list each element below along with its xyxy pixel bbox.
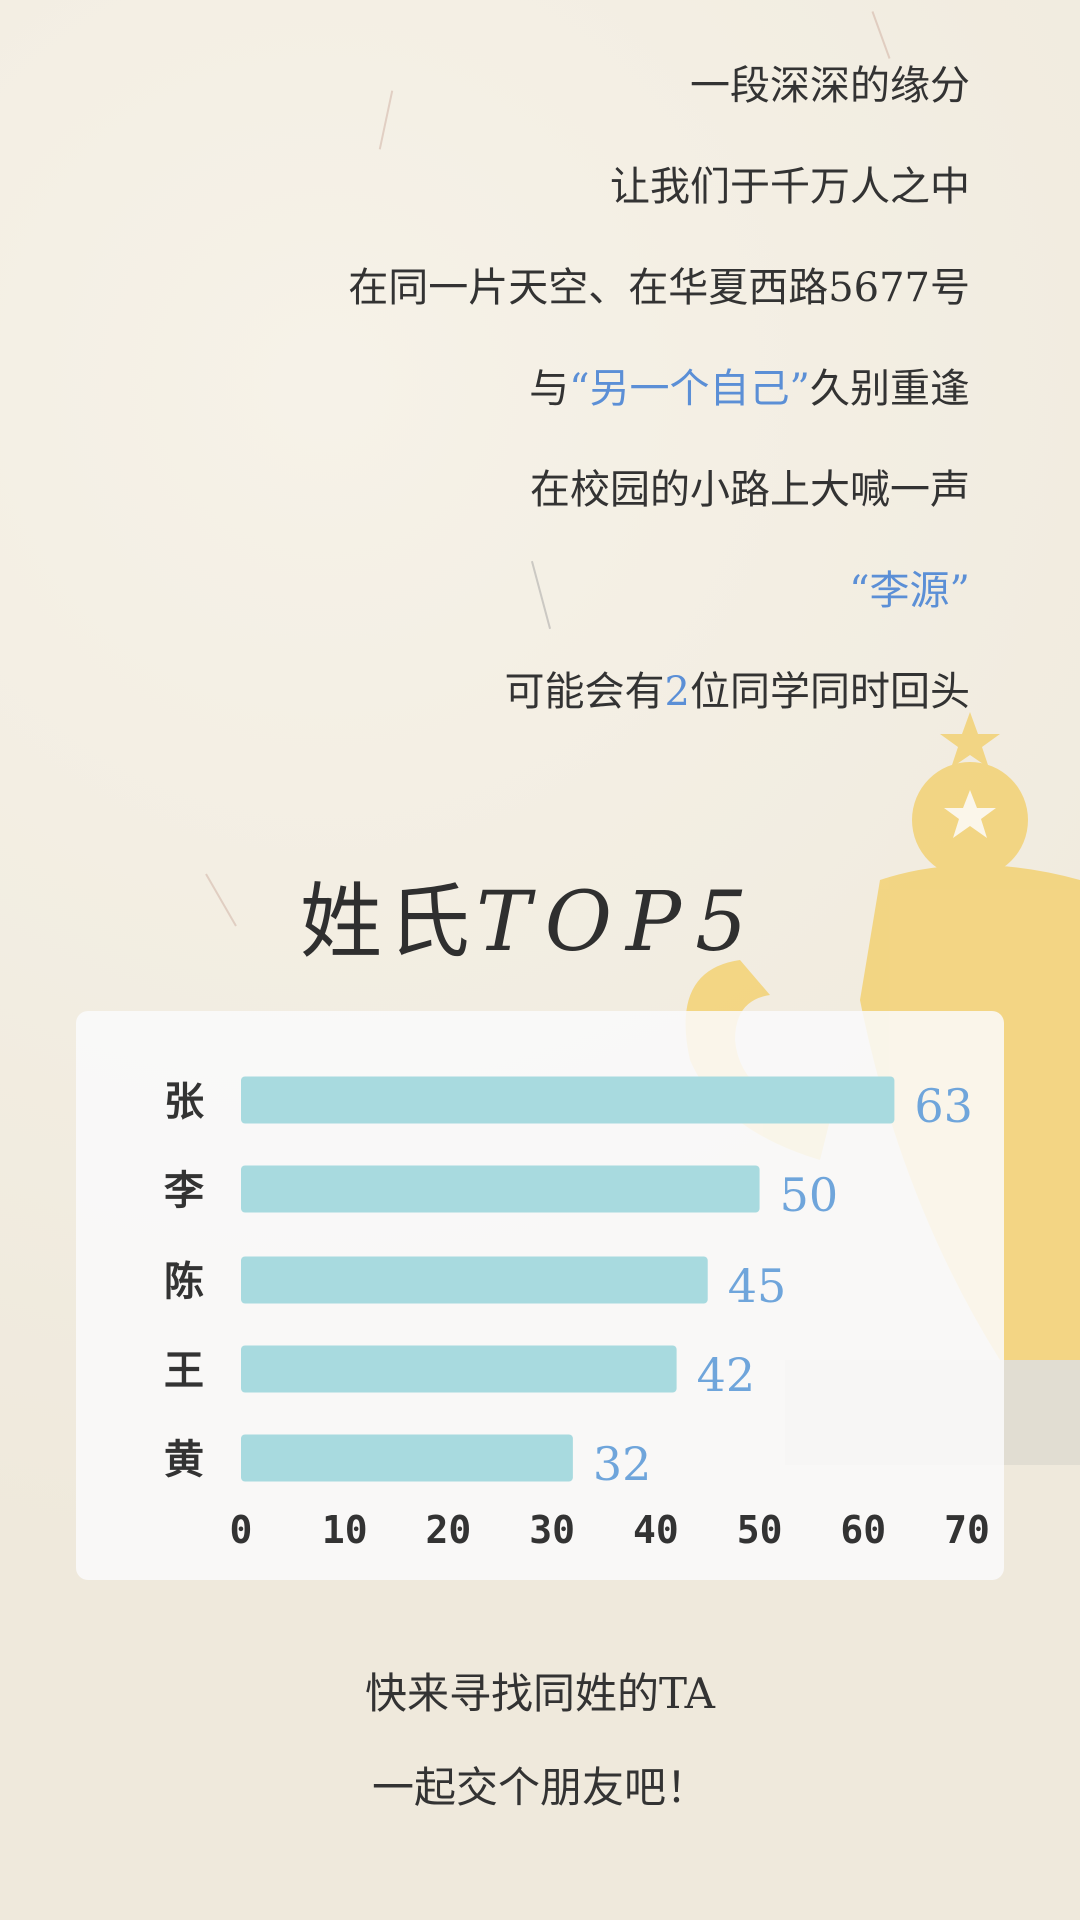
poem-line: 一段深深的缘分 — [348, 58, 970, 159]
x-tick-label: 0 — [230, 1508, 253, 1552]
footer-line-2: 一起交个朋友吧！ — [371, 1763, 708, 1812]
value-label: 63 — [914, 1079, 973, 1133]
value-label: 42 — [697, 1348, 756, 1402]
x-tick-label: 60 — [840, 1508, 886, 1552]
title-cn: 姓氏 — [300, 875, 477, 970]
bar — [241, 1434, 573, 1482]
x-tick-label: 40 — [633, 1508, 679, 1552]
value-label: 45 — [728, 1259, 787, 1313]
category-label: 张 — [164, 1079, 204, 1125]
poem: 一段深深的缘分让我们于千万人之中在同一片天空、在华夏西路5677号与“另一个自己… — [348, 58, 970, 765]
bar — [241, 1076, 895, 1124]
poem-text: 一段深深的缘分 — [690, 63, 970, 109]
poem-text: 可能会有 — [504, 669, 665, 715]
x-tick-label: 20 — [426, 1508, 472, 1552]
value-label: 50 — [780, 1168, 839, 1222]
title-en: TOP5 — [476, 875, 762, 970]
poem-line: 让我们于千万人之中 — [348, 159, 970, 260]
highlight-text: “李源” — [849, 568, 970, 614]
poem-line: 在校园的小路上大喊一声 — [348, 462, 970, 563]
poem-line: 在同一片天空、在华夏西路5677号 — [348, 260, 970, 361]
poem-text: 让我们于千万人之中 — [610, 164, 970, 210]
bar — [241, 1345, 677, 1393]
poem-line: 可能会有2位同学同时回头 — [348, 664, 970, 765]
x-tick-label: 30 — [529, 1508, 575, 1552]
poem-line: 与“另一个自己”久别重逢 — [348, 361, 970, 462]
bar — [241, 1256, 708, 1304]
x-tick-label: 10 — [322, 1508, 368, 1552]
category-label: 陈 — [164, 1259, 204, 1305]
chart-title: 姓氏TOP5 — [300, 855, 761, 974]
footer-line-1: 快来寻找同姓的TA — [364, 1669, 716, 1718]
category-label: 王 — [164, 1348, 204, 1394]
poem-text: 与 — [529, 366, 570, 412]
bar — [241, 1165, 760, 1213]
poem-line: “李源” — [348, 563, 970, 664]
category-label: 黄 — [164, 1437, 204, 1483]
poem-text: 在同一片天空、在华夏西路5677号 — [348, 265, 970, 311]
poem-text: 久别重逢 — [810, 366, 970, 412]
value-label: 32 — [593, 1437, 652, 1491]
poem-text: 在校园的小路上大喊一声 — [530, 467, 970, 513]
category-label: 李 — [164, 1168, 204, 1214]
poem-text: 位同学同时回头 — [690, 669, 970, 715]
x-tick-label: 70 — [944, 1508, 990, 1552]
highlight-text: “另一个自己” — [569, 366, 810, 412]
highlight-text: 2 — [664, 669, 690, 715]
x-tick-label: 50 — [737, 1508, 783, 1552]
